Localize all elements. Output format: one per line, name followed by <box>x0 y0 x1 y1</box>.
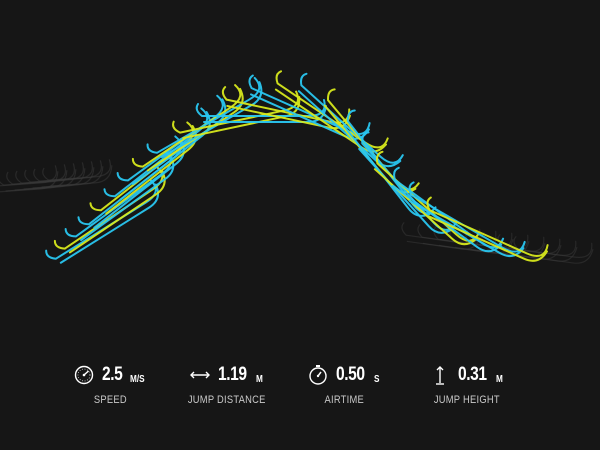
stopwatch-icon <box>307 364 329 386</box>
horizontal-arrow-icon <box>189 364 211 386</box>
board-trail-frame <box>497 234 578 262</box>
board-trail-frame <box>42 159 113 187</box>
jump-distance-value: 1.19 <box>218 364 248 385</box>
speed-value: 2.5 <box>101 364 123 385</box>
board-trail-frame <box>64 150 175 242</box>
speed-label: SPEED <box>93 394 127 406</box>
jump-height-value: 0.31 <box>458 364 488 385</box>
airtime-unit: S <box>374 374 380 385</box>
jump-distance-unit: M <box>256 374 264 385</box>
board-trail-frame <box>323 88 420 194</box>
speed-unit: M/S <box>129 374 145 385</box>
speedometer-icon <box>73 364 95 386</box>
jump-height-label: JUMP HEIGHT <box>433 394 501 406</box>
jump-height-unit: M <box>496 374 504 385</box>
board-trail-frame <box>116 94 227 186</box>
jump-distance-stat: 1.19 M JUMP DISTANCE <box>157 362 297 406</box>
vertical-arrow-icon <box>429 364 451 386</box>
jump-trajectory-visualization <box>0 70 594 264</box>
jump-height-stat: 0.31 M JUMP HEIGHT <box>397 362 537 406</box>
board-trail-frame <box>513 236 594 264</box>
jump-distance-label: JUMP DISTANCE <box>188 394 266 406</box>
board-trail-frame <box>343 109 437 217</box>
airtime-stat: 0.50 S AIRTIME <box>274 362 414 406</box>
board-trail-frame <box>131 84 244 172</box>
board-trail-frame <box>392 166 505 253</box>
skateboard-trail-layer <box>45 70 549 264</box>
airtime-value: 0.50 <box>336 364 365 385</box>
jump-stats-bar: 2.5 M/S SPEED 1.19 M JUMP DISTANCE <box>0 362 600 422</box>
board-trail-frame <box>426 196 549 262</box>
speed-stat: 2.5 M/S SPEED <box>40 362 180 406</box>
airtime-label: AIRTIME <box>324 394 364 406</box>
board-trail-frame <box>373 150 480 246</box>
